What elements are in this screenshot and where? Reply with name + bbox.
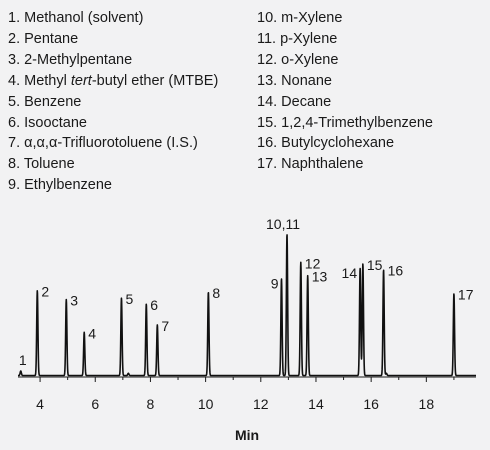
chromatogram-trace [17,234,477,377]
peak-legend: 1. Methanol (solvent) 2. Pentane 3. 2-Me… [0,0,490,210]
legend-item: 17. Naphthalene [257,156,364,173]
x-tick-label: 18 [419,396,435,412]
legend-item: 8. Toluene [8,156,75,173]
legend-item: 5. Benzene [8,93,82,110]
peak-label: 5 [125,291,133,307]
x-tick-label: 6 [91,396,99,412]
peak-label: 15 [367,257,383,273]
x-tick-label: 8 [147,396,155,412]
legend-item: 3. 2-Methylpentane [8,51,133,68]
peak-label: 2 [41,284,49,300]
legend-item: 10. m-Xylene [257,10,343,26]
legend-item: 4. Methyl tert-butyl ether (MTBE) [8,72,219,89]
legend-item: 12. o-Xylene [257,51,339,68]
peak-label: 6 [150,297,158,313]
peak-label: 3 [70,293,78,309]
trace-layer [17,234,477,377]
x-tick-label: 4 [36,396,44,412]
peak-label: 1 [19,352,27,368]
legend-column-2: 10. m-Xylene 11. p-Xylene 12. o-Xylene 1… [257,8,433,175]
peak-label: 13 [312,269,328,285]
legend-column-1: 1. Methanol (solvent) 2. Pentane 3. 2-Me… [8,8,218,196]
peak-label: 17 [458,287,474,303]
legend-item: 11. p-Xylene [257,30,338,47]
legend-item: 15. 1,2,4-Trimethylbenzene [257,114,433,131]
peak-label: 8 [212,285,220,301]
legend-item: 13. Nonane [257,72,332,89]
legend-item: 1. Methanol (solvent) [8,10,144,26]
legend-item: 14. Decane [257,93,332,110]
x-axis-title: Min [235,427,259,443]
x-tick-label: 14 [308,396,324,412]
legend-item: 16. Butylcyclohexane [257,135,395,152]
peak-label: 14 [342,265,358,281]
peak-label: 16 [388,263,404,279]
peak-label: 10,11 [266,216,300,232]
peak-label: 12 [305,255,321,271]
x-axis: 4 6 8 10 12 14 16 18 [18,376,476,412]
legend-item: 9. Ethylbenzene [8,177,112,194]
legend-item: 6. Isooctane [8,114,87,131]
x-tick-label: 10 [198,396,214,412]
peak-label: 7 [161,318,169,334]
peak-label: 9 [271,276,279,292]
legend-item: 7. α,α,α-Trifluorotoluene (I.S.) [8,135,198,152]
x-tick-label: 12 [253,396,269,412]
peak-label: 4 [88,325,96,341]
legend-item: 2. Pentane [8,30,79,47]
x-tick-label: 16 [363,396,379,412]
